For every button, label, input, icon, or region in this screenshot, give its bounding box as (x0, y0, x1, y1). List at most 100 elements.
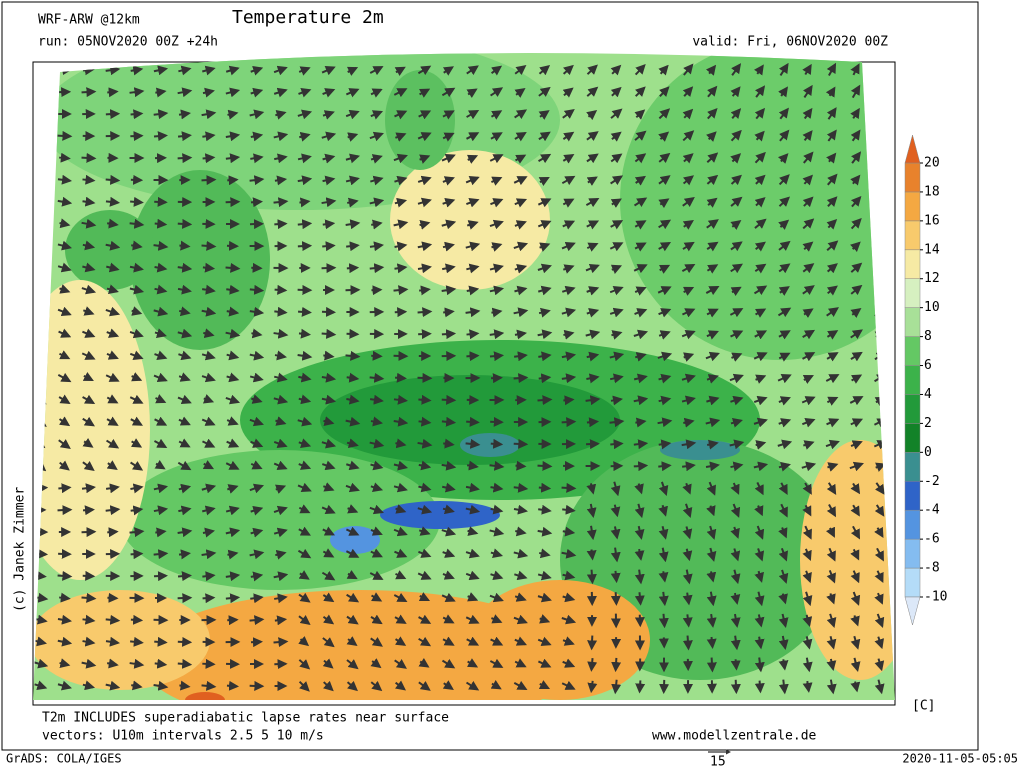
footnote: T2m INCLUDES superadiabatic lapse rates … (42, 711, 449, 726)
wind-arrow (299, 201, 308, 202)
wind-arrow (82, 179, 93, 180)
wind-arrow (634, 466, 646, 467)
wind-arrow (346, 245, 358, 246)
colorbar-bin (905, 337, 920, 366)
wind-arrow (370, 267, 383, 268)
wind-arrow (250, 619, 263, 620)
colorbar-label: -8 (924, 561, 940, 576)
wind-arrow (323, 355, 332, 356)
wind-arrow (419, 421, 430, 422)
wind-arrow (563, 400, 572, 401)
wind-arrow (467, 333, 478, 334)
wind-arrow (82, 597, 95, 598)
colorbar-bin (905, 308, 920, 337)
wind-arrow (688, 636, 689, 649)
wind-arrow (371, 290, 380, 291)
wind-arrow (154, 642, 165, 643)
wind-arrow (347, 334, 358, 335)
wind-arrow (154, 202, 166, 203)
wind-arrow (539, 488, 549, 489)
colorbar-bin (905, 366, 920, 395)
wind-arrow (107, 532, 116, 533)
wind-arrow (712, 658, 713, 671)
wind-arrow (58, 576, 71, 577)
wind-arrow (443, 311, 453, 312)
wind-arrow (226, 267, 239, 268)
wind-arrow (616, 592, 617, 604)
wind-arrow (586, 444, 598, 445)
wind-arrow (466, 422, 478, 423)
wind-arrow (615, 680, 616, 693)
wind-arrow (130, 531, 143, 532)
map-title: Temperature 2m (232, 7, 384, 28)
colorbar-label: 16 (924, 213, 940, 228)
colorbar-label: 18 (924, 184, 940, 199)
wind-arrow (226, 202, 239, 203)
colorbar-unit: [C] (912, 699, 935, 714)
colorbar-label: 4 (924, 387, 932, 402)
wind-arrow (202, 246, 215, 247)
wind-arrow (371, 356, 381, 357)
colorbar-bin (905, 250, 920, 279)
colorbar-bin (905, 221, 920, 250)
wind-arrow (203, 598, 214, 599)
wind-arrow (178, 663, 190, 664)
wind-arrow (131, 620, 141, 621)
wind-arrow (592, 570, 593, 583)
colorbar-under (905, 597, 920, 625)
colorbar-label: -6 (924, 532, 940, 547)
wind-arrow (106, 114, 118, 115)
wind-arrow (178, 642, 190, 643)
wind-arrow (760, 681, 761, 692)
wind-arrow (202, 685, 215, 686)
software-credit: GrADS: COLA/IGES (6, 752, 122, 766)
wind-arrow (592, 636, 593, 649)
credit: (c) Janek Zimmer (13, 487, 28, 612)
wind-arrow (591, 658, 592, 670)
wind-arrow (418, 378, 431, 379)
wind-arrow (322, 246, 334, 247)
wind-arrow (616, 658, 617, 670)
wind-arrow (322, 268, 335, 269)
wind-arrow (395, 312, 405, 313)
wind-arrow (106, 619, 119, 620)
wind-arrow (155, 531, 164, 532)
wind-arrow (59, 597, 69, 598)
wind-arrow (711, 637, 712, 647)
colorbar-bin (905, 394, 920, 423)
wind-arrow (83, 619, 94, 620)
wind-arrow (395, 378, 405, 379)
timestamp: 2020-11-05-05:05 (902, 752, 1018, 766)
wind-arrow (202, 575, 213, 576)
wind-arrow (227, 620, 236, 621)
colorbar-bin (905, 279, 920, 308)
colorbar-label: -2 (924, 474, 940, 489)
colorbar-bin (905, 192, 920, 221)
colorbar-bin (905, 423, 920, 452)
wind-arrow (640, 615, 641, 626)
wind-arrow (640, 680, 641, 691)
wind-arrow (106, 180, 119, 181)
wind-arrow (106, 509, 119, 510)
wind-arrow (466, 443, 479, 444)
wind-arrow (347, 377, 358, 378)
wind-arrow (130, 641, 142, 642)
wind-arrow (418, 311, 431, 312)
wind-arrow (491, 444, 501, 445)
wind-arrow (658, 465, 669, 466)
colorbar-label: 2 (924, 416, 932, 431)
wind-arrow (275, 619, 285, 620)
wind-arrow (807, 681, 808, 691)
footnote: vectors: U10m intervals 2.5 5 10 m/s (42, 729, 324, 744)
colorbar-bin (905, 539, 920, 568)
wind-arrow (275, 290, 286, 291)
wind-arrow (442, 400, 455, 401)
wind-arrow (418, 400, 429, 401)
wind-arrow (515, 466, 524, 467)
wind-arrow (82, 158, 95, 159)
wind-arrow (299, 333, 309, 334)
wind-arrow (274, 224, 285, 225)
wind-arrow (419, 289, 429, 290)
wind-arrow (202, 664, 213, 665)
wind-arrow (467, 465, 477, 466)
